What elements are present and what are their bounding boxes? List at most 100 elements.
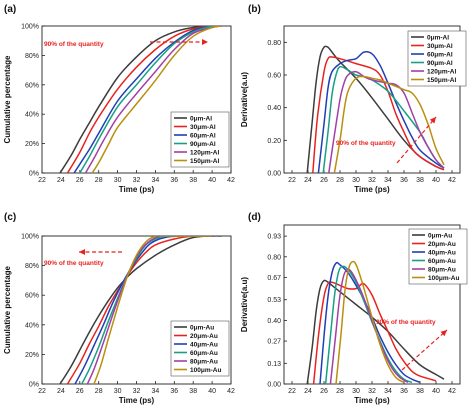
y-tick-label: 0.80 [267,40,281,47]
annotation-arrow-line [401,329,448,371]
x-tick-label: 42 [227,388,235,395]
y-tick-label: 0.13 [267,361,281,368]
legend-label: 60μm-Al [190,132,216,139]
legend-label: 60μm-Au [190,350,218,357]
x-tick-label: 42 [227,177,235,184]
panel-c: (c) 22 24 26 28 30 32 34 36 38 40 42 0% 20% 40% 60% 80%… [3,212,235,405]
x-tick-label: 40 [432,177,440,184]
x-tick-label: 42 [448,388,456,395]
series-line [312,281,437,384]
legend-label: 30μm-Al [427,43,453,50]
legend-label: 80μm-Au [190,358,218,365]
y-tick-label: 100% [21,234,39,241]
series-line [317,50,445,173]
series-line [84,26,222,173]
x-tick-label: 30 [352,177,360,184]
x-tick-label: 24 [57,177,65,184]
y-tick-label: 0.60 [267,73,281,80]
x-tick-label: 30 [114,177,122,184]
y-tick-label: 0% [29,171,39,178]
panel-label-c: (c) [4,212,16,223]
legend-label: 0μm-Al [427,34,449,41]
panel-label-b: (b) [248,4,261,15]
y-tick-label: 100% [21,24,39,31]
series-line [93,236,213,384]
legend-label: 120μm-Al [190,149,219,156]
legend-label: 0μm-Al [190,115,212,122]
x-tick-label: 36 [400,388,408,395]
series-line [91,26,222,173]
annotation-arrow-line [396,116,437,164]
x-tick-label: 28 [336,388,344,395]
legend-label: 0μm-Au [428,232,452,239]
x-tick-label: 34 [152,177,160,184]
panel-label-d: (d) [248,212,261,223]
x-tick-label: 26 [320,177,328,184]
legend-label: 120μm-Al [427,68,456,75]
panel-d: (d) 22 24 26 28 30 32 34 36 38 40 42 0.00 0.13 0.27 0.… [240,212,468,405]
x-axis-label: Time (ps) [119,396,155,405]
annotation-arrow-head [429,117,436,124]
y-tick-label: 0.93 [267,234,281,241]
x-tick-label: 40 [208,177,216,184]
legend-label: 40μm-Au [428,249,456,256]
series-line [73,26,222,173]
x-tick-label: 36 [400,177,408,184]
legend-label: 40μm-Au [190,341,218,348]
annotation-arrow-head [79,249,85,255]
y-tick-label: 40% [25,322,39,329]
x-tick-label: 38 [416,388,424,395]
x-tick-label: 32 [133,177,141,184]
y-tick-label: 0.27 [267,339,281,346]
legend-label: 60μm-Au [428,258,456,265]
x-tick-label: 42 [448,177,456,184]
x-tick-label: 38 [189,388,197,395]
x-tick-label: 22 [38,177,46,184]
legend-label: 90μm-Al [190,141,216,148]
legend-label: 100μm-Au [428,275,459,282]
y-tick-label: 0.67 [267,275,281,282]
legend-label: 0μm-Au [190,324,214,331]
series-line [59,26,222,173]
x-tick-label: 28 [95,177,103,184]
legend-box [170,320,230,377]
y-tick-label: 0.20 [267,138,281,145]
x-tick-label: 26 [76,388,84,395]
y-axis-label: Cumulative percentage [3,55,12,144]
series-line [312,56,445,173]
series-line [66,26,222,173]
x-tick-label: 34 [384,388,392,395]
annotation-text: 90% of the quantity [376,319,436,326]
x-tick-label: 26 [76,177,84,184]
legend-label: 100μm-Au [190,367,221,374]
x-tick-label: 38 [189,177,197,184]
legend-box [408,228,468,285]
series-line [324,265,413,384]
legend-label: 150μm-Al [427,77,456,84]
legend-label: 90μm-Al [427,60,453,67]
x-tick-label: 36 [170,177,178,184]
x-tick-label: 28 [95,388,103,395]
y-tick-label: 60% [25,293,39,300]
x-tick-label: 22 [288,388,296,395]
x-tick-label: 22 [288,177,296,184]
y-tick-label: 0.00 [267,382,281,389]
panel-a: (a) 22 24 26 28 30 32 34 36 38 40 42 0% 20% 40% 60% 80%… [3,4,235,194]
y-tick-label: 20% [25,352,39,359]
y-tick-label: 60% [25,82,39,89]
legend-label: 150μm-Al [190,158,219,165]
annotation-text: 90% of the quantity [336,140,396,147]
series-line [333,75,445,173]
x-tick-label: 26 [320,388,328,395]
y-tick-label: 0.40 [267,318,281,325]
y-tick-label: 40% [25,112,39,119]
x-tick-label: 38 [416,177,424,184]
y-tick-label: 20% [25,141,39,148]
x-tick-label: 32 [133,388,141,395]
y-tick-label: 0% [29,382,39,389]
panel-label-a: (a) [4,4,16,15]
legend-box [170,111,230,168]
x-axis-label: Time (ps) [354,185,390,194]
series-line [79,26,222,173]
